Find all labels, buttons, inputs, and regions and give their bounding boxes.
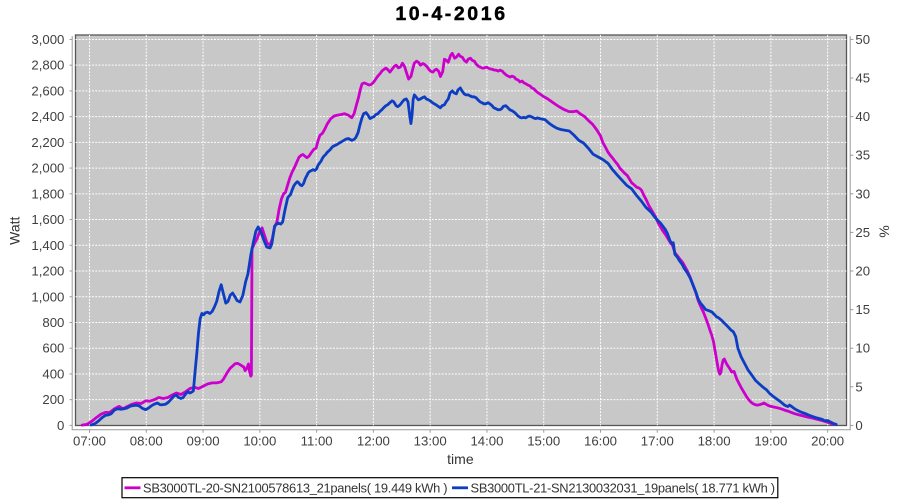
svg-text:2,400: 2,400 <box>31 109 64 124</box>
svg-text:200: 200 <box>42 392 64 407</box>
svg-text:SB3000TL-21-SN2130032031_19pan: SB3000TL-21-SN2130032031_19panels( 18.77… <box>471 480 775 495</box>
svg-text:%: % <box>877 225 893 237</box>
svg-text:2,800: 2,800 <box>31 58 64 73</box>
svg-text:5: 5 <box>855 379 862 394</box>
svg-text:13:00: 13:00 <box>414 433 447 448</box>
svg-text:1,800: 1,800 <box>31 186 64 201</box>
svg-text:10-4-2016: 10-4-2016 <box>395 3 507 25</box>
svg-text:20: 20 <box>855 264 870 279</box>
svg-text:50: 50 <box>855 32 870 47</box>
svg-text:2,200: 2,200 <box>31 135 64 150</box>
svg-text:time: time <box>447 451 474 467</box>
svg-text:1,200: 1,200 <box>31 264 64 279</box>
svg-text:10: 10 <box>855 341 870 356</box>
svg-text:10:00: 10:00 <box>243 433 276 448</box>
svg-text:Watt: Watt <box>7 216 23 244</box>
svg-text:25: 25 <box>855 225 870 240</box>
svg-text:SB3000TL-20-SN2100578613_21pan: SB3000TL-20-SN2100578613_21panels( 19.44… <box>143 480 447 495</box>
svg-text:600: 600 <box>42 341 64 356</box>
svg-text:40: 40 <box>855 109 870 124</box>
svg-text:15: 15 <box>855 302 870 317</box>
svg-text:0: 0 <box>855 418 862 433</box>
svg-text:1,000: 1,000 <box>31 289 64 304</box>
svg-text:16:00: 16:00 <box>584 433 617 448</box>
svg-text:07:00: 07:00 <box>73 433 106 448</box>
svg-text:1,400: 1,400 <box>31 238 64 253</box>
svg-text:800: 800 <box>42 315 64 330</box>
svg-text:09:00: 09:00 <box>187 433 220 448</box>
svg-text:18:00: 18:00 <box>698 433 731 448</box>
svg-text:2,000: 2,000 <box>31 161 64 176</box>
svg-text:20:00: 20:00 <box>811 433 844 448</box>
svg-text:17:00: 17:00 <box>641 433 674 448</box>
svg-text:0: 0 <box>57 418 64 433</box>
svg-text:2,600: 2,600 <box>31 83 64 98</box>
svg-text:19:00: 19:00 <box>754 433 787 448</box>
svg-text:45: 45 <box>855 71 870 86</box>
svg-text:35: 35 <box>855 148 870 163</box>
svg-text:1,600: 1,600 <box>31 212 64 227</box>
svg-text:400: 400 <box>42 366 64 381</box>
svg-text:12:00: 12:00 <box>357 433 390 448</box>
svg-text:30: 30 <box>855 186 870 201</box>
svg-text:15:00: 15:00 <box>527 433 560 448</box>
svg-text:08:00: 08:00 <box>130 433 163 448</box>
svg-text:3,000: 3,000 <box>31 32 64 47</box>
svg-text:14:00: 14:00 <box>470 433 503 448</box>
svg-text:11:00: 11:00 <box>301 433 333 448</box>
